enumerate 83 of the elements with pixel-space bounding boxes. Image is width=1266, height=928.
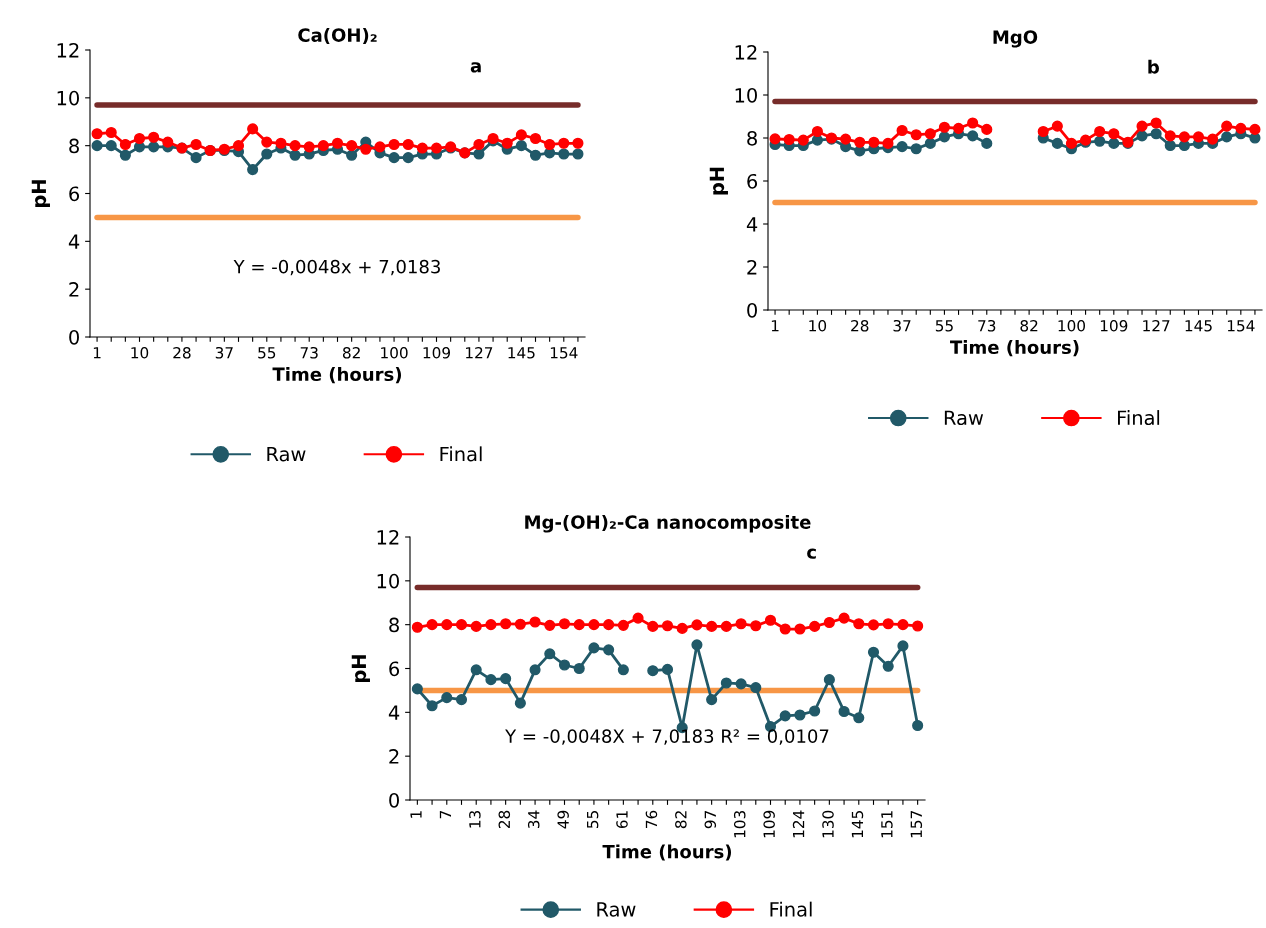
chart-title: MgO (993, 30, 1038, 48)
x-tick-label: 1 (410, 811, 422, 818)
x-tick-label: 28 (173, 346, 191, 359)
x-tick-label: 1 (771, 320, 779, 332)
x-tick-label: 82 (1020, 319, 1038, 332)
y-tick-label: 10 (735, 87, 757, 103)
y-tick-label: 2 (747, 259, 757, 275)
x-tick-label: 157 (910, 811, 923, 838)
chart-title: Mg-(OH)₂-Ca nanocomposite (525, 514, 811, 533)
x-tick-label: 145 (851, 811, 864, 838)
x-tick-label: 127 (466, 346, 493, 359)
y-tick-label: 4 (746, 217, 758, 232)
x-tick-label: 154 (550, 347, 578, 359)
x-tick-label: 61 (616, 811, 628, 829)
x-axis-title: Time (hours) (272, 367, 402, 384)
x-tick-label: 37 (893, 319, 911, 332)
x-tick-label: 73 (300, 346, 318, 359)
x-tick-label: 55 (935, 320, 953, 332)
annotation: Y = -0,0048x + 7,0183 (233, 259, 440, 276)
x-tick-label: 34 (527, 810, 540, 828)
x-tick-label: 127 (1143, 319, 1170, 332)
x-tick-label: 55 (258, 347, 276, 359)
x-axis-title: Time (hours) (602, 844, 732, 861)
x-tick-label: 28 (851, 319, 869, 332)
chart-title: Ca(OH)₂ (298, 27, 377, 45)
y-tick-label: 10 (57, 90, 79, 106)
x-tick-label: 109 (1100, 319, 1128, 332)
y-tick-label: 12 (735, 44, 757, 60)
y-tick-label: 8 (389, 617, 399, 633)
y-tick-label: 12 (377, 529, 399, 545)
y-tick-label: 6 (389, 661, 400, 677)
x-tick-label: 154 (1227, 320, 1255, 332)
annotation: a (470, 62, 481, 73)
x-tick-label: 1 (93, 347, 101, 359)
legend-label: Final (1118, 410, 1160, 426)
x-tick-label: 37 (215, 346, 233, 359)
x-tick-label: 82 (342, 346, 360, 359)
annotation: Y = -0,0048X + 7,0183 R² = 0,0107 (505, 729, 829, 745)
y-tick-label: 4 (388, 705, 400, 720)
x-tick-label: 49 (557, 810, 569, 829)
legend-label: Final (770, 901, 812, 917)
legend-label: Raw (944, 410, 984, 426)
x-tick-label: 130 (822, 810, 834, 838)
annotation: c (807, 548, 816, 559)
y-tick-label: 12 (57, 42, 79, 58)
x-axis-title: Time (hours) (950, 340, 1079, 357)
x-tick-label: 109 (763, 810, 775, 838)
y-tick-label: 8 (747, 130, 757, 146)
y-axis-title: pH (709, 167, 728, 195)
x-tick-label: 109 (423, 346, 451, 359)
x-tick-label: 97 (704, 811, 717, 829)
x-tick-label: 73 (978, 319, 996, 332)
x-tick-label: 7 (439, 811, 451, 819)
x-tick-label: 100 (381, 346, 408, 359)
x-tick-label: 124 (792, 810, 805, 838)
x-tick-label: 145 (1185, 320, 1212, 332)
y-tick-label: 8 (69, 138, 79, 154)
y-tick-label: 2 (69, 282, 79, 297)
legend-label: Raw (597, 902, 636, 917)
y-tick-label: 0 (747, 302, 757, 318)
y-tick-label: 10 (377, 573, 399, 589)
x-tick-label: 10 (809, 319, 827, 332)
x-tick-label: 10 (131, 346, 149, 359)
legend-label: Final (440, 446, 482, 462)
y-axis-title: pH (351, 655, 370, 682)
y-axis-title: pH (31, 180, 50, 207)
y-tick-label: 4 (68, 234, 80, 249)
x-tick-label: 82 (675, 811, 687, 829)
x-tick-label: 28 (498, 810, 511, 829)
x-tick-label: 100 (1058, 319, 1086, 332)
y-tick-label: 0 (389, 792, 399, 808)
y-tick-label: 6 (747, 173, 758, 189)
x-tick-label: 103 (733, 810, 746, 838)
y-tick-label: 6 (69, 186, 80, 202)
legend-label: Raw (267, 446, 306, 462)
x-tick-label: 13 (469, 810, 481, 828)
y-tick-label: 2 (389, 749, 399, 764)
y-tick-label: 0 (69, 329, 79, 345)
x-tick-label: 145 (508, 347, 535, 359)
x-tick-label: 55 (587, 811, 599, 828)
x-tick-label: 76 (645, 810, 658, 828)
x-tick-label: 151 (881, 811, 893, 838)
annotation: b (1148, 59, 1159, 74)
